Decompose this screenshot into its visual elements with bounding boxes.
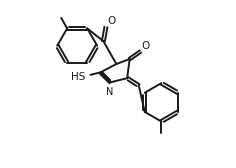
Text: O: O [107,16,115,26]
Text: O: O [142,41,150,51]
Text: HS: HS [71,72,85,81]
Text: N: N [106,87,113,97]
